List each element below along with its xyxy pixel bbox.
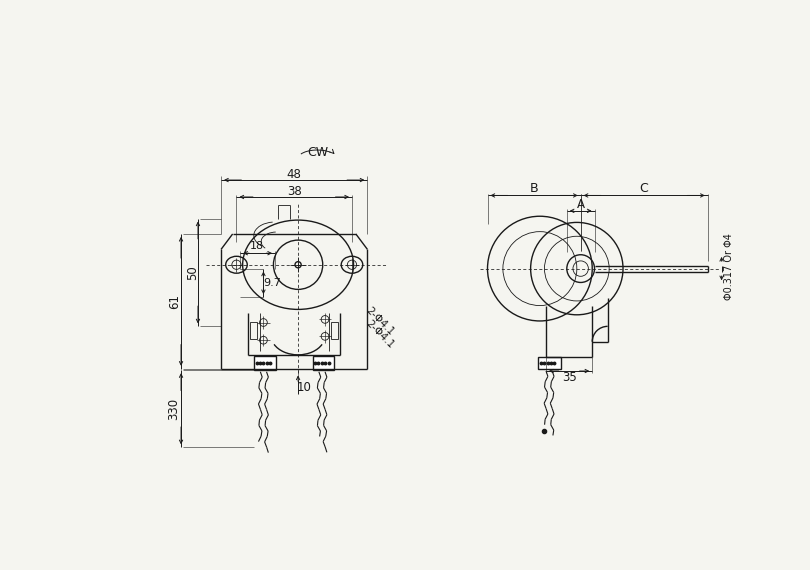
Text: 50: 50 bbox=[186, 265, 199, 280]
Text: B: B bbox=[530, 182, 538, 195]
Text: C: C bbox=[639, 182, 648, 195]
Text: 9.7: 9.7 bbox=[264, 278, 282, 288]
Text: A: A bbox=[577, 198, 585, 211]
Text: 38: 38 bbox=[287, 185, 301, 198]
Text: CW: CW bbox=[307, 146, 328, 159]
Text: 330: 330 bbox=[168, 398, 181, 420]
Bar bbox=[250, 323, 258, 340]
Text: 61: 61 bbox=[168, 294, 181, 309]
Text: 2-Φ4.1: 2-Φ4.1 bbox=[364, 319, 395, 351]
Text: 35: 35 bbox=[562, 372, 577, 384]
Bar bbox=[331, 323, 338, 340]
Bar bbox=[313, 356, 335, 370]
Text: Φ0.317 Or Φ4: Φ0.317 Or Φ4 bbox=[724, 234, 735, 300]
Text: 18: 18 bbox=[250, 241, 264, 251]
Text: 48: 48 bbox=[287, 168, 301, 181]
Bar bbox=[539, 357, 561, 369]
Text: 2-Φ4.1: 2-Φ4.1 bbox=[364, 305, 395, 337]
Bar bbox=[254, 356, 275, 370]
Text: 10: 10 bbox=[296, 381, 312, 394]
